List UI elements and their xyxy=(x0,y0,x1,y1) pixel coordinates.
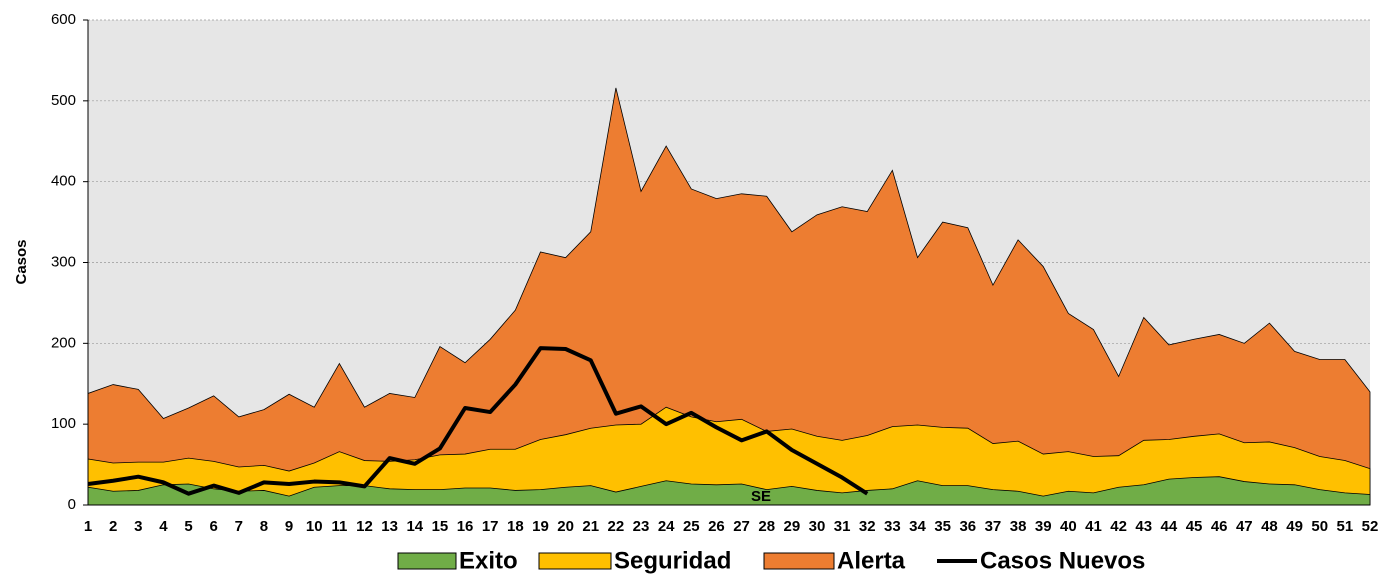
area xyxy=(87,476,1371,506)
x-tick-label: 3 xyxy=(134,518,142,535)
x-tick-label: 40 xyxy=(1060,518,1077,535)
y-tick-label: 200 xyxy=(51,334,76,351)
x-tick-label: 28 xyxy=(758,518,775,535)
x-tick-label: 9 xyxy=(285,518,293,535)
x-tick-label: 5 xyxy=(184,518,192,535)
x-tick-label: 15 xyxy=(432,518,449,535)
x-tick-label: 45 xyxy=(1186,518,1203,535)
x-tick-label: 20 xyxy=(557,518,574,535)
x-tick-label: 22 xyxy=(608,518,625,535)
x-tick-label: 11 xyxy=(331,518,347,535)
x-tick-label: 30 xyxy=(809,518,826,535)
x-tick-label: 4 xyxy=(159,518,168,535)
x-tick-label: 26 xyxy=(708,518,725,535)
x-tick-label: 38 xyxy=(1010,518,1027,535)
x-tick-label: 16 xyxy=(457,518,474,535)
x-tick-label: 6 xyxy=(210,518,218,535)
x-tick-label: 50 xyxy=(1311,518,1328,535)
x-axis-label: SE xyxy=(751,488,771,505)
legend-swatch xyxy=(397,552,457,570)
x-tick-label: 35 xyxy=(934,518,951,535)
x-tick-label: 42 xyxy=(1110,518,1127,535)
x-tick-label: 14 xyxy=(406,518,423,535)
x-tick-label: 8 xyxy=(260,518,268,535)
x-tick-label: 37 xyxy=(985,518,1002,535)
x-tick-label: 44 xyxy=(1161,518,1178,535)
x-tick-label: 24 xyxy=(658,518,675,535)
x-tick-label: 7 xyxy=(235,518,243,535)
x-tick-label: 29 xyxy=(783,518,800,535)
area xyxy=(87,87,1371,506)
y-tick-label: 300 xyxy=(51,253,76,270)
legend-swatch xyxy=(763,552,835,570)
x-tick-label: 39 xyxy=(1035,518,1052,535)
x-tick-label: 17 xyxy=(482,518,499,535)
y-tick-label: 0 xyxy=(68,496,76,513)
y-axis-label: Casos xyxy=(13,239,30,284)
area xyxy=(87,406,1371,506)
x-tick-label: 31 xyxy=(834,518,851,535)
x-tick-label: 12 xyxy=(356,518,373,535)
legend-label: Alerta xyxy=(837,547,906,574)
line xyxy=(87,346,869,496)
x-tick-label: 27 xyxy=(733,518,750,535)
x-tick-label: 47 xyxy=(1236,518,1253,535)
x-tick-label: 2 xyxy=(109,518,117,535)
y-tick-label: 600 xyxy=(51,11,76,28)
x-tick-label: 10 xyxy=(306,518,323,535)
x-tick-label: 34 xyxy=(909,518,926,535)
y-tick-label: 100 xyxy=(51,415,76,432)
x-tick-label: 52 xyxy=(1362,518,1379,535)
legend-label: Casos Nuevos xyxy=(980,547,1145,574)
x-tick-label: 25 xyxy=(683,518,700,535)
legend-label: Seguridad xyxy=(614,547,731,574)
x-tick-label: 19 xyxy=(532,518,549,535)
legend-label: Exito xyxy=(459,547,518,574)
y-tick-label: 400 xyxy=(51,173,76,190)
x-tick-label: 1 xyxy=(84,518,92,535)
x-tick-label: 21 xyxy=(582,518,599,535)
x-tick-label: 46 xyxy=(1211,518,1228,535)
x-tick-label: 33 xyxy=(884,518,901,535)
x-tick-label: 18 xyxy=(507,518,524,535)
x-tick-label: 48 xyxy=(1261,518,1278,535)
x-tick-label: 36 xyxy=(959,518,976,535)
x-tick-label: 13 xyxy=(381,518,398,535)
legend-swatch xyxy=(538,552,612,570)
x-tick-label: 43 xyxy=(1135,518,1152,535)
x-tick-label: 41 xyxy=(1085,518,1102,535)
x-tick-label: 32 xyxy=(859,518,876,535)
x-tick-label: 49 xyxy=(1286,518,1303,535)
x-tick-label: 23 xyxy=(633,518,650,535)
x-tick-label: 51 xyxy=(1337,518,1354,535)
y-tick-label: 500 xyxy=(51,92,76,109)
